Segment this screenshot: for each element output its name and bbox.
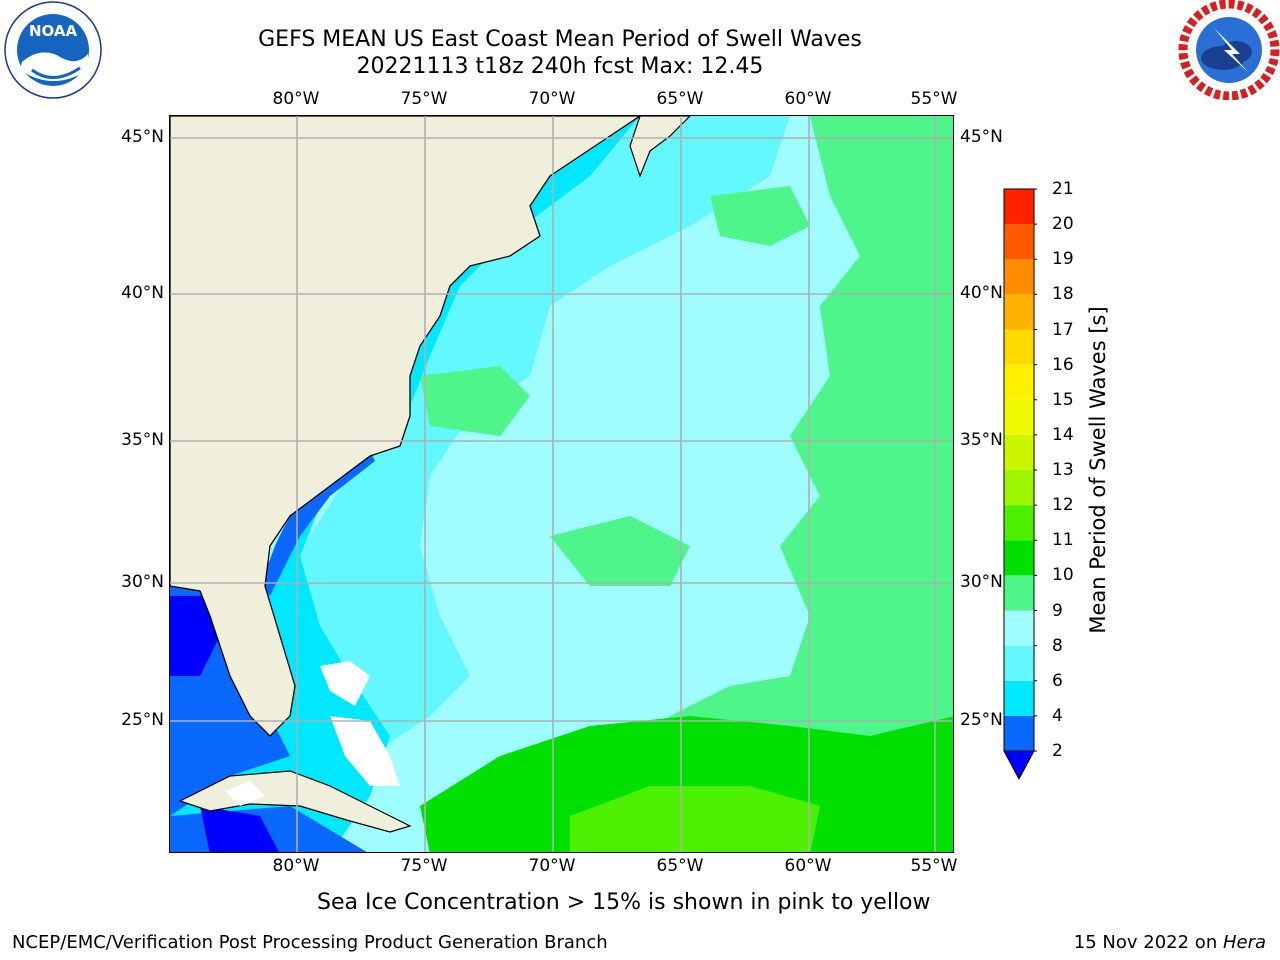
lon-label-bottom: 55°W <box>910 856 958 876</box>
lon-label-bottom: 70°W <box>528 856 576 876</box>
colorbar-segment <box>1004 399 1034 435</box>
colorbar-segment <box>1004 540 1034 576</box>
colorbar-segment <box>1004 575 1034 611</box>
lat-label-right: 40°N <box>960 283 1003 303</box>
colorbar-tick-label: 18 <box>1052 284 1074 305</box>
host-name: Hera <box>1222 932 1266 953</box>
colorbar-tick-label: 6 <box>1052 670 1063 691</box>
colorbar-tick-label: 14 <box>1052 424 1074 445</box>
lat-label-left: 30°N <box>121 572 164 592</box>
colorbar-tick-label: 11 <box>1052 530 1074 551</box>
colorbar-segment <box>1004 294 1034 330</box>
nova-scotia-land <box>629 116 691 178</box>
colorbar-segment <box>1004 715 1034 751</box>
colorbar-segment <box>1004 224 1034 260</box>
colorbar-title: Mean Period of Swell Waves [s] <box>1086 306 1110 634</box>
noaa-logo: NOAA <box>2 0 104 100</box>
lat-label-left: 25°N <box>121 710 164 730</box>
swell-field-9-10s <box>420 366 530 436</box>
lon-label-top: 70°W <box>528 89 576 109</box>
colorbar-segment <box>1004 680 1034 716</box>
lat-label-left: 45°N <box>121 127 164 147</box>
north-america-land <box>170 116 642 737</box>
colorbar-tick-label: 16 <box>1052 354 1074 375</box>
lon-label-top: 75°W <box>400 89 448 109</box>
map-grid <box>170 116 953 852</box>
colorbar-segment <box>1004 610 1034 646</box>
sea-ice-footnote: Sea Ice Concentration > 15% is shown in … <box>317 890 931 915</box>
missing-data-area <box>320 661 370 706</box>
chart-title: GEFS MEAN US East Coast Mean Period of S… <box>258 27 862 52</box>
lon-label-top: 80°W <box>272 89 320 109</box>
lat-label-left: 40°N <box>121 283 164 303</box>
colorbar-tick-label: 2 <box>1052 741 1063 761</box>
colorbar-segment <box>1004 364 1034 400</box>
colorbar-tick-label: 4 <box>1052 705 1063 726</box>
colorbar-tick-label: 12 <box>1052 495 1074 516</box>
swell-field-9-10s <box>610 116 953 852</box>
chart-subtitle: 20221113 t18z 240h fcst Max: 12.45 <box>356 54 764 79</box>
producer-credit: NCEP/EMC/Verification Post Processing Pr… <box>12 932 608 953</box>
nws-logo <box>1178 0 1280 101</box>
generation-date-text: 15 Nov 2022 on <box>1073 932 1223 953</box>
colorbar-tick-label: 10 <box>1052 565 1074 586</box>
missing-data-area <box>225 781 265 806</box>
lon-label-top: 65°W <box>656 89 704 109</box>
colorbar-tick-label: 20 <box>1052 214 1074 235</box>
swell-field-under-2s <box>200 806 279 852</box>
lat-label-right: 30°N <box>960 572 1003 592</box>
lon-label-bottom: 65°W <box>656 856 704 876</box>
colorbar-segment <box>1004 189 1034 225</box>
swell-field-9-10s <box>710 186 810 246</box>
lon-label-bottom: 75°W <box>400 856 448 876</box>
colorbar-segment <box>1004 505 1034 541</box>
swell-period-map <box>169 115 954 853</box>
colorbar-tick-label: 21 <box>1052 179 1074 199</box>
colorbar-segment <box>1004 434 1034 470</box>
colorbar-tick-label: 15 <box>1052 389 1074 410</box>
colorbar-tick-label: 8 <box>1052 635 1063 656</box>
colorbar-segment <box>1004 329 1034 365</box>
colorbar-tick-label: 19 <box>1052 249 1074 270</box>
missing-data-area <box>330 716 400 786</box>
lon-label-top: 55°W <box>910 89 958 109</box>
lon-label-bottom: 60°W <box>784 856 832 876</box>
colorbar-tick-label: 9 <box>1052 600 1063 621</box>
generation-date: 15 Nov 2022 on Hera <box>1074 932 1266 953</box>
lon-label-bottom: 80°W <box>272 856 320 876</box>
lon-label-top: 60°W <box>784 89 832 109</box>
colorbar <box>1003 188 1037 781</box>
colorbar-segment <box>1004 259 1034 295</box>
svg-text:NOAA: NOAA <box>29 22 78 40</box>
lat-label-right: 25°N <box>960 710 1003 730</box>
swell-field-11-12s <box>570 786 820 852</box>
lat-label-right: 45°N <box>960 127 1003 147</box>
swell-field-9-10s <box>550 516 690 586</box>
colorbar-tick-label: 13 <box>1052 460 1074 480</box>
colorbar-segment <box>1004 645 1034 681</box>
colorbar-extend-min <box>1003 750 1035 781</box>
colorbar-segment <box>1004 470 1034 506</box>
colorbar-tick-label: 17 <box>1052 319 1074 340</box>
swell-field-under-2s <box>170 596 220 676</box>
lat-label-right: 35°N <box>960 430 1003 450</box>
lat-label-left: 35°N <box>121 430 164 450</box>
